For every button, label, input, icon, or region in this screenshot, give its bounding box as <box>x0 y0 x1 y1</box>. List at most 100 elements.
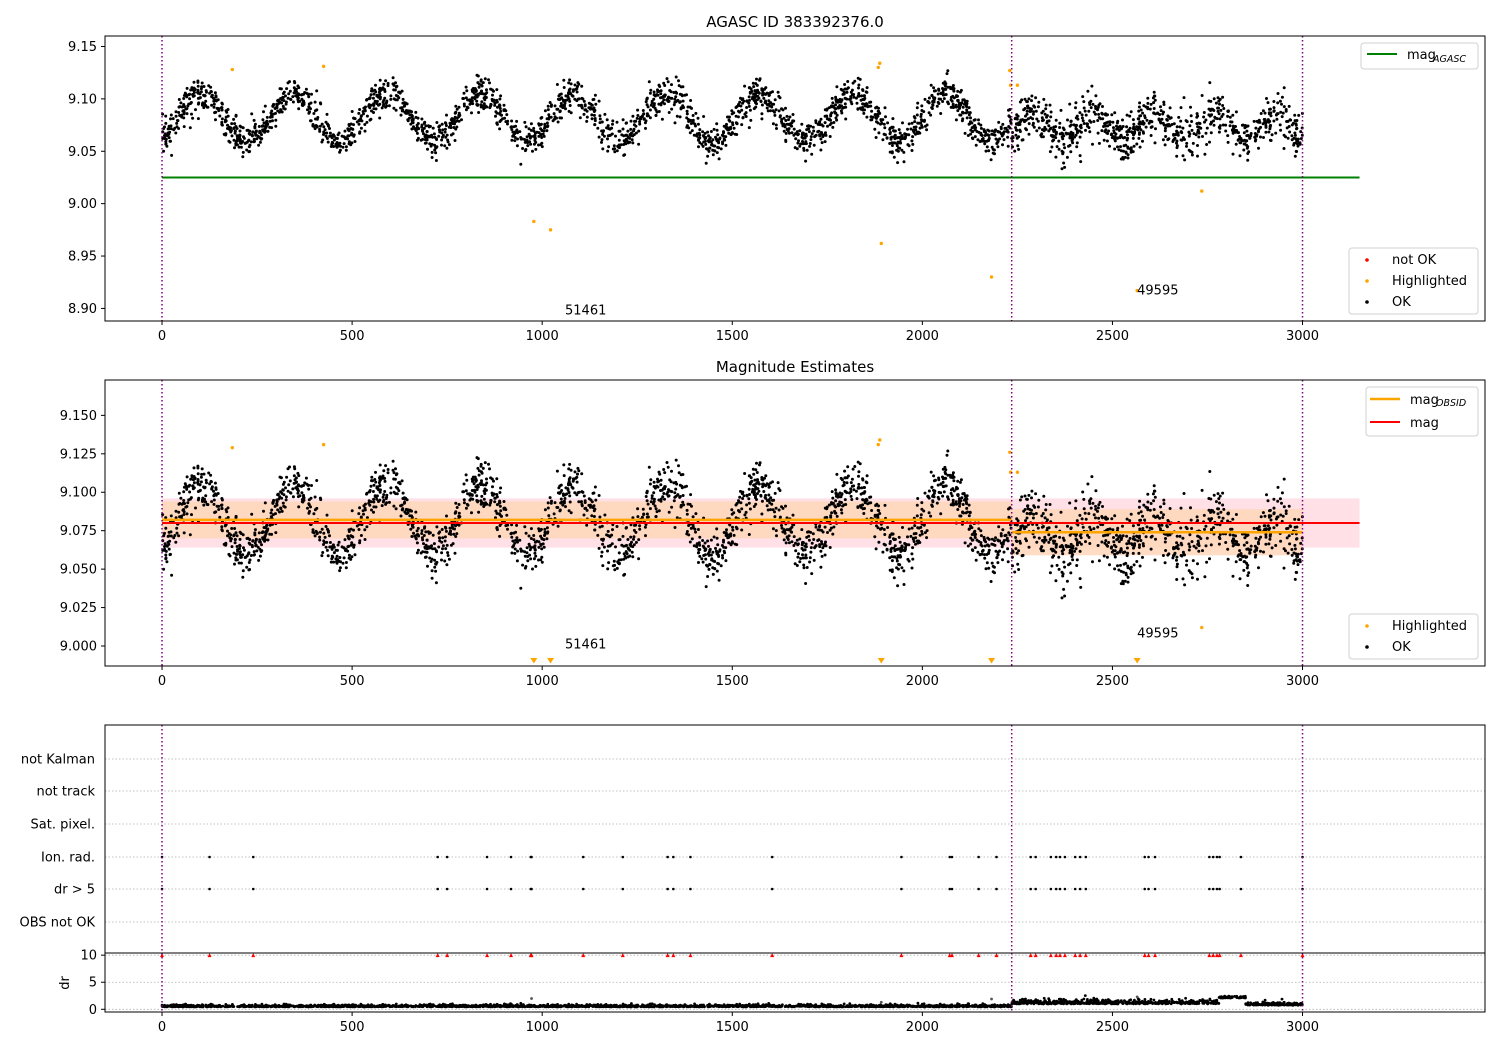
ok-point <box>785 122 789 126</box>
ok-point <box>553 117 556 121</box>
est-ok-point <box>475 494 479 498</box>
est-ok-point <box>235 534 239 538</box>
ok-point <box>804 159 808 163</box>
ok-point <box>580 96 584 100</box>
ok-point <box>644 126 647 130</box>
ok-point <box>802 148 806 152</box>
agasc-xtick-label: 2000 <box>906 329 939 344</box>
est-ok-point <box>383 490 387 493</box>
est-ok-point <box>829 515 833 519</box>
ok-point <box>718 136 722 140</box>
est-ok-point <box>754 468 758 472</box>
ok-point <box>302 99 305 103</box>
est-ok-point <box>521 563 525 567</box>
ok-point <box>245 128 249 132</box>
est-ok-point <box>263 501 267 505</box>
est-ok-point <box>430 576 434 580</box>
est-ok-point <box>849 494 853 498</box>
ok-point <box>795 130 799 134</box>
est-ok-point <box>688 540 692 544</box>
ok-point <box>1128 147 1132 151</box>
est-ok-point <box>389 491 393 495</box>
ok-point <box>188 126 192 130</box>
est-ok-point <box>827 503 831 507</box>
ok-point <box>1034 109 1038 113</box>
ok-point <box>400 89 404 93</box>
ok-point <box>663 84 667 87</box>
ok-point <box>363 129 367 133</box>
ok-point <box>911 135 915 139</box>
ok-point <box>1180 138 1184 142</box>
ok-point <box>748 108 752 112</box>
ok-point <box>326 140 330 144</box>
est-ok-point <box>670 505 674 509</box>
ok-point <box>1031 121 1035 125</box>
ok-point <box>717 157 721 161</box>
ok-point <box>1004 126 1008 130</box>
est-ok-point <box>970 548 974 552</box>
ok-point <box>1203 152 1207 156</box>
est-ok-point <box>245 537 249 540</box>
ok-point <box>275 102 279 106</box>
est-ok-point <box>816 539 820 542</box>
ok-point <box>237 145 241 149</box>
ok-point <box>528 140 532 144</box>
ok-point <box>906 127 909 131</box>
ok-point <box>1259 112 1263 115</box>
est-ok-point <box>428 556 432 560</box>
ok-point <box>214 118 217 122</box>
est-ok-point <box>715 536 719 540</box>
ok-point <box>990 145 994 149</box>
ok-point <box>207 84 211 88</box>
ok-point <box>1208 140 1211 144</box>
est-ok-point <box>748 493 751 496</box>
ok-point <box>996 139 1000 143</box>
est-ok-point <box>479 481 483 485</box>
est-ok-point <box>434 569 438 573</box>
agasc-legend-bottom: not OK Highlighted OK <box>1348 247 1479 315</box>
ok-point <box>313 100 317 104</box>
ok-point <box>409 122 413 126</box>
est-ok-point <box>559 497 563 501</box>
ok-point <box>810 152 814 156</box>
ok-point <box>1195 122 1199 126</box>
ok-point <box>784 131 788 135</box>
ok-point <box>590 113 594 117</box>
ok-point <box>1063 146 1067 150</box>
ok-point <box>625 139 629 143</box>
ok-point <box>324 134 328 138</box>
est-ok-point <box>739 501 743 505</box>
ok-point <box>1090 84 1094 88</box>
est-ok-point <box>869 495 873 499</box>
ok-point <box>458 113 462 117</box>
ok-point <box>280 110 284 114</box>
ok-point <box>1148 119 1152 123</box>
ok-point <box>372 104 376 107</box>
ok-point <box>789 122 792 126</box>
ok-point <box>465 89 469 93</box>
ok-point <box>677 79 680 83</box>
est-ok-point <box>611 528 614 532</box>
ok-point <box>1195 115 1199 119</box>
est-ok-point <box>374 480 378 484</box>
est-ok-point <box>474 478 478 482</box>
est-ok-point <box>457 503 461 506</box>
est-ok-point <box>704 557 708 561</box>
ok-point <box>1177 115 1181 119</box>
ok-point <box>171 117 175 121</box>
ok-point <box>873 127 877 131</box>
ok-point <box>830 96 834 100</box>
est-ok-point <box>445 563 449 567</box>
ok-point <box>931 103 935 107</box>
ok-point <box>751 81 755 85</box>
ok-point <box>890 141 894 145</box>
ok-point <box>716 145 720 149</box>
est-ok-point <box>750 479 754 483</box>
ok-point <box>352 134 356 138</box>
est-ok-point <box>597 546 601 550</box>
ok-point <box>466 98 470 102</box>
ok-point <box>1192 132 1196 136</box>
ok-point <box>942 97 946 101</box>
ok-point <box>233 131 237 135</box>
ok-point <box>162 127 166 130</box>
